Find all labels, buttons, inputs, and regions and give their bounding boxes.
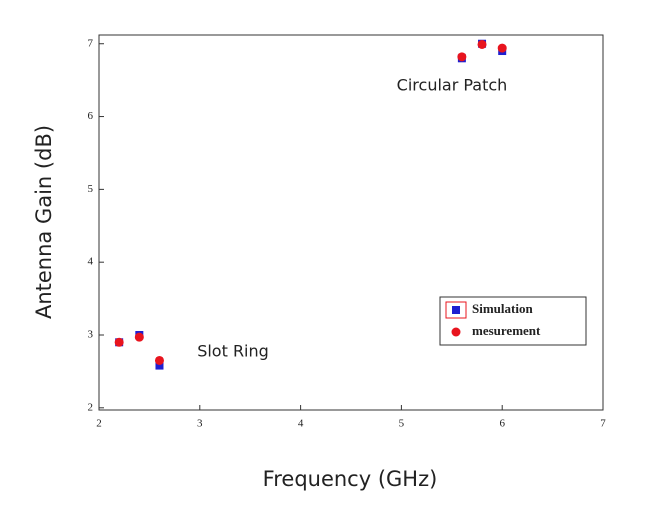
y-axis-title: Antenna Gain (dB) — [32, 125, 56, 319]
point — [155, 361, 164, 370]
x-tick-label: 6 — [499, 418, 505, 430]
legend-label: mesurement — [472, 323, 541, 338]
x-tick-label: 3 — [197, 418, 203, 430]
point — [154, 355, 164, 365]
plot-frame — [98, 34, 604, 411]
point — [134, 332, 144, 342]
y-tick-label: 2 — [88, 401, 94, 413]
y-tick-label: 7 — [88, 37, 94, 49]
x-axis-title: Frequency (GHz) — [263, 467, 438, 491]
y-tick-label: 5 — [88, 183, 94, 195]
x-tick-label: 2 — [96, 418, 102, 430]
legend-box — [439, 296, 587, 346]
y-tick-label: 4 — [88, 256, 94, 268]
point — [497, 43, 507, 53]
legend-label: Simulation — [472, 301, 533, 316]
x-tick-label: 5 — [399, 418, 405, 430]
legend-marker — [452, 306, 460, 314]
annotation: Circular Patch — [397, 76, 508, 95]
point — [477, 39, 487, 49]
annotation: Slot Ring — [197, 342, 269, 361]
legend-marker-frame — [445, 301, 467, 319]
point — [457, 52, 467, 62]
legend-marker — [451, 327, 461, 337]
y-tick-label: 6 — [88, 110, 94, 122]
x-tick-label: 4 — [298, 418, 304, 430]
y-tick-label: 3 — [88, 329, 94, 341]
x-tick-label: 7 — [600, 418, 606, 430]
point — [114, 337, 124, 347]
